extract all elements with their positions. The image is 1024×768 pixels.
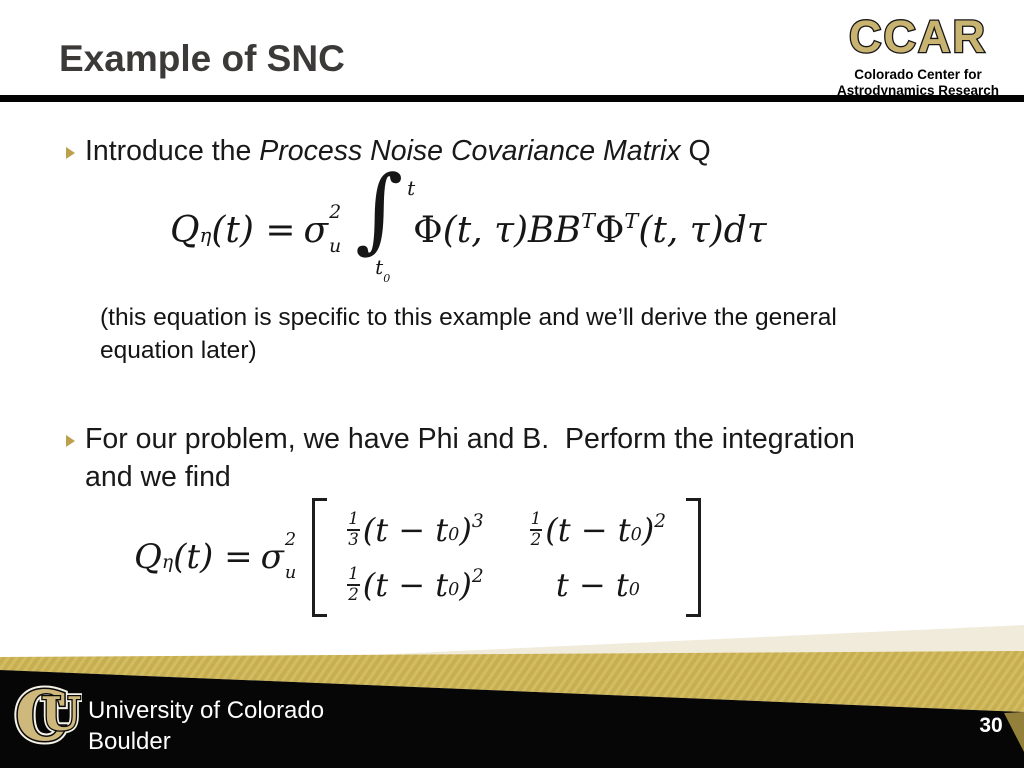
bullet-arrow-icon bbox=[66, 435, 75, 447]
slide-title: Example of SNC bbox=[59, 38, 345, 79]
matrix: 1 3 (t − t 0) 3 1 2 (t − t 0) 2 1 2 (t − t 0) 2 t − … bbox=[312, 498, 702, 617]
matrix-cell-21: 1 2 (t − t 0) 2 bbox=[347, 564, 484, 604]
ccar-logo: CCAR Colorado Center for Astrodynamics R… bbox=[818, 10, 1018, 100]
bullet-1-prefix: Introduce the bbox=[85, 135, 260, 167]
footer-decoration bbox=[0, 625, 1024, 768]
eq1-sigma: σ bbox=[303, 209, 329, 251]
svg-text:C: C bbox=[15, 678, 69, 752]
svg-text:U: U bbox=[41, 687, 81, 741]
matrix-cell-11: 1 3 (t − t 0) 3 bbox=[347, 509, 484, 549]
matrix-right-bracket-icon bbox=[686, 498, 702, 617]
matrix-cell-12: 1 2 (t − t 0) 2 bbox=[529, 509, 667, 549]
bullet-item-1: Introduce the Process Noise Covariance M… bbox=[66, 133, 966, 171]
eq2-Q-sub: η bbox=[161, 551, 174, 573]
svg-text:U: U bbox=[41, 687, 81, 741]
eq2-sigma-sup: 2 bbox=[284, 530, 297, 551]
eq1-Q: Q bbox=[170, 209, 200, 251]
eq2-sigma-sub: u bbox=[284, 562, 297, 583]
university-name-line2: Boulder bbox=[88, 728, 171, 756]
cu-logo-icon: C U C U bbox=[14, 678, 82, 752]
matrix-left-bracket-icon bbox=[312, 498, 328, 617]
ccar-subtitle-line1: Colorado Center for bbox=[854, 67, 982, 82]
eq1-sigma-sup: 2 bbox=[329, 201, 342, 223]
eq1-integral-upper: t bbox=[407, 176, 416, 200]
bullet-1-text: Introduce the Process Noise Covariance M… bbox=[85, 133, 711, 171]
page-number: 30 bbox=[979, 714, 1003, 737]
eq1-transpose-1: T bbox=[580, 208, 595, 233]
eq1-lhs: (t) = bbox=[211, 209, 296, 251]
eq2-sigma-supsub: 2 u bbox=[284, 530, 297, 583]
ccar-subtitle-line2: Astrodynamics Research bbox=[836, 83, 1000, 99]
eq1-transpose-2: T bbox=[624, 208, 639, 233]
eq2-sigma: σ bbox=[260, 537, 284, 578]
ccar-wordmark-icon: CCAR bbox=[848, 10, 987, 64]
gold-band bbox=[0, 651, 1024, 712]
eq1-phi-1: Φ bbox=[413, 209, 443, 251]
university-name: University of Colorado Boulder bbox=[88, 695, 324, 757]
university-name-line1: University of Colorado bbox=[88, 697, 325, 724]
bullet-1-emphasis: Process Noise Covariance Matrix bbox=[259, 135, 681, 167]
eq1-args-2: (t, τ)dτ bbox=[638, 209, 767, 251]
eq1-sigma-supsub: 2 u bbox=[329, 201, 342, 257]
integral-sign-icon: ∫ t t0 bbox=[355, 156, 416, 286]
eq2-lhs: (t) = bbox=[173, 537, 253, 578]
svg-text:C: C bbox=[15, 678, 69, 752]
gold-corner-sliver bbox=[1004, 712, 1024, 752]
eq2-Q: Q bbox=[134, 537, 162, 578]
bullet-1-suffix: Q bbox=[680, 135, 711, 167]
bullet-arrow-icon bbox=[66, 147, 75, 159]
header-divider bbox=[0, 95, 1024, 102]
eq1-integral-lower: t0 bbox=[375, 255, 391, 286]
bullet-2-text: For our problem, we have Phi and B. Perf… bbox=[85, 423, 863, 493]
eq1-phi-2: Φ bbox=[594, 209, 625, 251]
equation-note: (this equation is specific to this examp… bbox=[100, 304, 837, 364]
bullet-item-2: For our problem, we have Phi and B. Perf… bbox=[66, 421, 866, 496]
eq1-sigma-sub: u bbox=[329, 235, 342, 257]
footer-black-band bbox=[0, 670, 1024, 768]
ccar-acronym: CCAR bbox=[849, 11, 987, 62]
eq1-Q-sub: η bbox=[199, 224, 212, 248]
eq1-args-1: (t, τ)BB bbox=[442, 209, 581, 251]
